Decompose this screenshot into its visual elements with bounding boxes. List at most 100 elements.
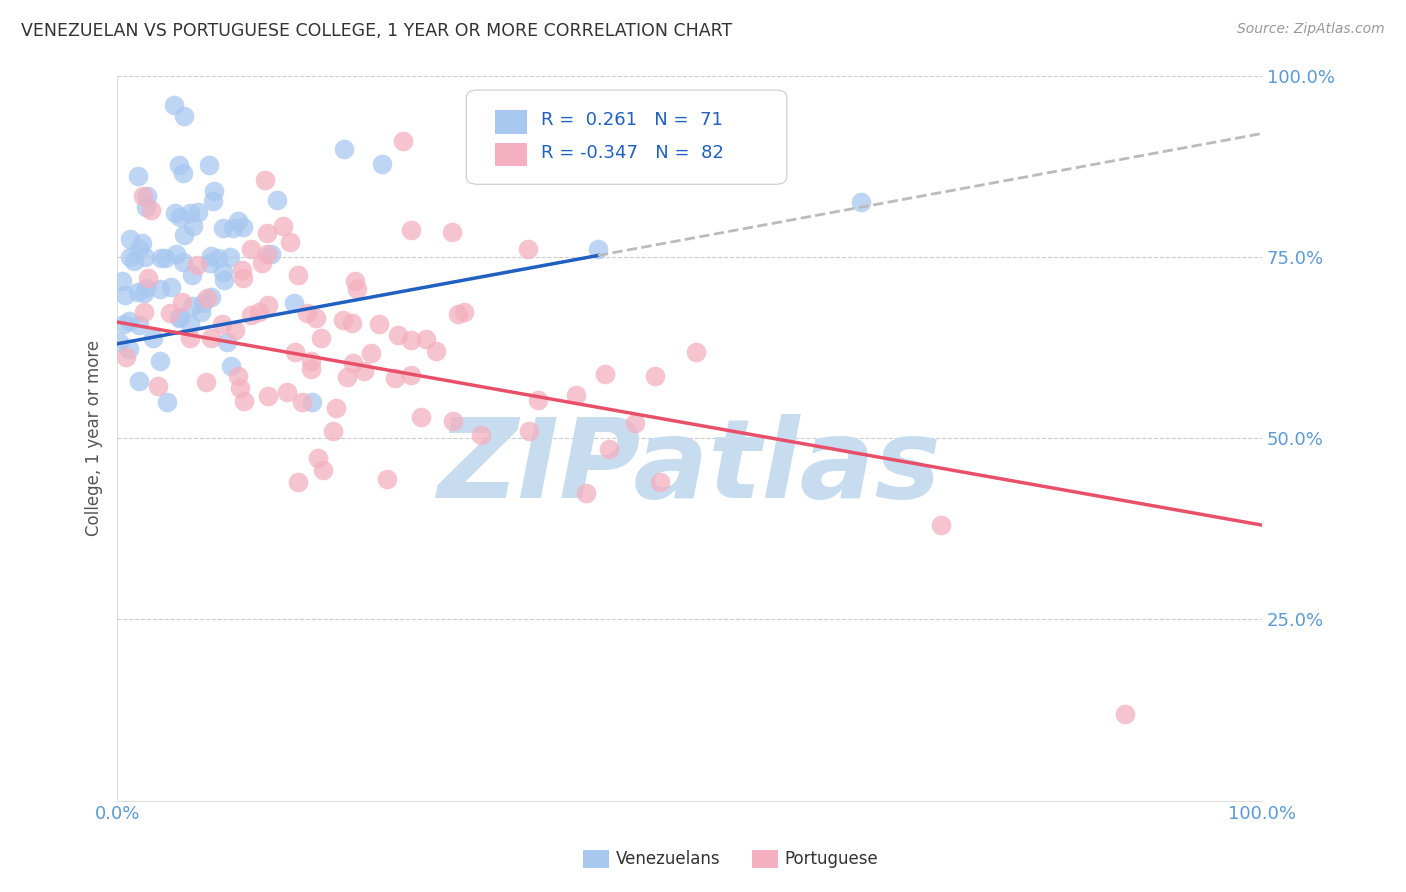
Point — [291, 395, 314, 409]
Point — [118, 342, 141, 356]
Point — [136, 271, 159, 285]
Point — [256, 389, 278, 403]
Point — [598, 442, 620, 456]
Point — [278, 235, 301, 249]
Point — [470, 428, 492, 442]
Point — [325, 401, 347, 415]
Point — [387, 328, 409, 343]
Point — [169, 310, 191, 324]
Point — [180, 299, 202, 313]
Point — [131, 236, 153, 251]
Point — [256, 226, 278, 240]
Point — [200, 249, 222, 263]
Point — [212, 265, 235, 279]
Point — [132, 305, 155, 319]
Point — [111, 274, 134, 288]
Point — [332, 313, 354, 327]
Point — [322, 424, 344, 438]
Point — [415, 332, 437, 346]
Point — [336, 370, 359, 384]
Point — [342, 316, 364, 330]
Point — [307, 451, 329, 466]
Point — [232, 270, 254, 285]
Point — [411, 409, 433, 424]
Point — [194, 375, 217, 389]
Point — [453, 305, 475, 319]
Point — [221, 359, 243, 374]
Point — [527, 392, 550, 407]
Point — [198, 256, 221, 270]
Point — [287, 475, 309, 489]
Point — [159, 280, 181, 294]
Point — [564, 388, 586, 402]
Point — [155, 251, 177, 265]
Point — [299, 354, 322, 368]
Point — [375, 472, 398, 486]
Point — [440, 225, 463, 239]
Point — [260, 246, 283, 260]
Point — [1114, 706, 1136, 721]
Point — [276, 385, 298, 400]
Point — [122, 253, 145, 268]
Text: R =  0.261   N =  71: R = 0.261 N = 71 — [541, 112, 723, 129]
Point — [401, 222, 423, 236]
Text: R = -0.347   N =  82: R = -0.347 N = 82 — [541, 145, 724, 162]
Point — [172, 166, 194, 180]
Point — [217, 334, 239, 349]
Point — [202, 184, 225, 198]
Point — [283, 296, 305, 310]
Point — [287, 268, 309, 283]
Point — [156, 394, 179, 409]
Point — [517, 424, 540, 438]
Point — [118, 251, 141, 265]
Point — [135, 189, 157, 203]
Point — [134, 286, 156, 301]
Point — [212, 220, 235, 235]
Point — [399, 368, 422, 382]
Point — [186, 258, 208, 272]
Point — [127, 169, 149, 183]
Point — [163, 206, 186, 220]
Point — [284, 344, 307, 359]
Point — [685, 345, 707, 359]
Point — [118, 314, 141, 328]
Text: VENEZUELAN VS PORTUGUESE COLLEGE, 1 YEAR OR MORE CORRELATION CHART: VENEZUELAN VS PORTUGUESE COLLEGE, 1 YEAR… — [21, 22, 733, 40]
Point — [128, 318, 150, 333]
Point — [169, 310, 191, 325]
Point — [226, 369, 249, 384]
Point — [247, 305, 270, 319]
Point — [309, 331, 332, 345]
Point — [141, 202, 163, 217]
Point — [851, 195, 873, 210]
Point — [232, 219, 254, 234]
Point — [239, 242, 262, 256]
Point — [343, 273, 366, 287]
Point — [271, 219, 294, 234]
Point — [135, 281, 157, 295]
Point — [149, 251, 172, 265]
Point — [179, 331, 201, 345]
Point — [134, 250, 156, 264]
Point — [165, 247, 187, 261]
Point — [250, 256, 273, 270]
Point — [167, 158, 190, 172]
Point — [297, 306, 319, 320]
Text: Source: ZipAtlas.com: Source: ZipAtlas.com — [1237, 22, 1385, 37]
Point — [148, 378, 170, 392]
Point — [644, 369, 666, 384]
Point — [170, 294, 193, 309]
Point — [179, 206, 201, 220]
Point — [159, 305, 181, 319]
Point — [149, 282, 172, 296]
Point — [441, 413, 464, 427]
Point — [367, 318, 389, 332]
Point — [224, 323, 246, 337]
Point — [931, 518, 953, 533]
Point — [142, 331, 165, 345]
Point — [360, 346, 382, 360]
Point — [610, 148, 633, 162]
Point — [181, 268, 204, 283]
Point — [200, 331, 222, 345]
Point — [305, 310, 328, 325]
Point — [169, 210, 191, 224]
